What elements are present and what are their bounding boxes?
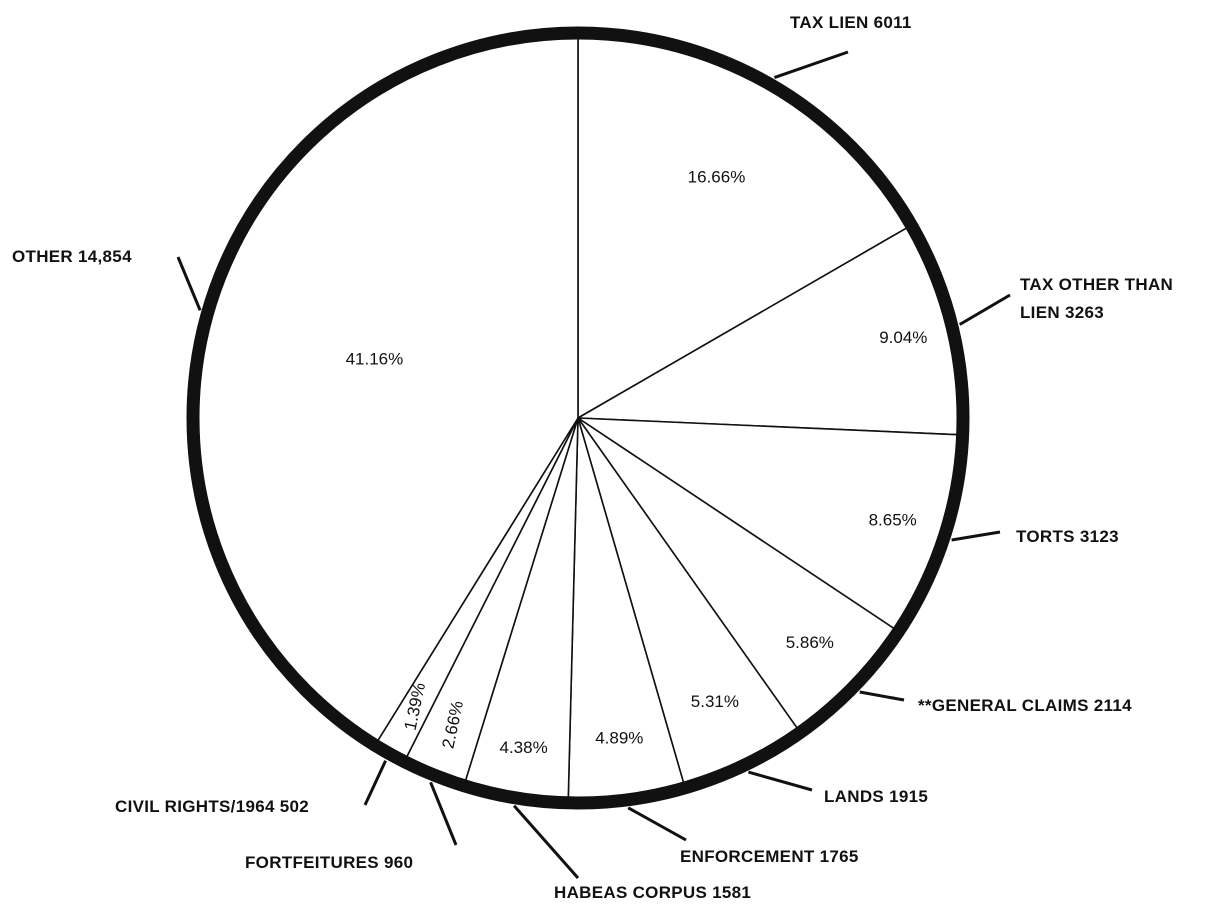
percent-label-enforcement: 4.89% <box>595 728 643 747</box>
slice-label-lands: LANDS 1915 <box>824 787 928 806</box>
leader-line-torts <box>951 530 1001 542</box>
slice-label-enforcement: ENFORCEMENT 1765 <box>680 847 859 866</box>
percent-labels: 16.66%9.04%8.65%5.86%5.31%4.89%4.38%2.66… <box>346 167 928 757</box>
slice-label-other: OTHER 14,854 <box>12 247 132 266</box>
percent-label-general-claims: 5.86% <box>786 633 834 652</box>
slice-label-habeas-corpus: HABEAS CORPUS 1581 <box>554 883 751 902</box>
slice-label-general-claims: **GENERAL CLAIMS 2114 <box>918 696 1132 715</box>
leader-line-enforcement <box>627 806 687 842</box>
leader-line-fortfeitures <box>429 781 458 846</box>
slice-label-torts: TORTS 3123 <box>1016 527 1119 546</box>
leader-line-civil-rights-1964 <box>363 760 387 806</box>
percent-label-tax-lien: 16.66% <box>688 167 746 186</box>
slice-label-tax-other-than-lien: TAX OTHER THAN LIEN 3263 <box>1020 275 1173 322</box>
percent-label-torts: 8.65% <box>869 510 917 529</box>
slice-label-civil-rights-1964: CIVIL RIGHTS/1964 502 <box>115 797 309 816</box>
slice-label-fortfeitures: FORTFEITURES 960 <box>245 853 413 872</box>
leader-line-other <box>176 256 202 311</box>
leader-line-tax-lien <box>773 50 849 80</box>
pie-outline <box>186 26 970 810</box>
percent-label-habeas-corpus: 4.38% <box>499 738 547 757</box>
percent-label-lands: 5.31% <box>691 692 739 711</box>
leader-line-tax-other-than-lien <box>958 293 1011 326</box>
percent-label-tax-other-than-lien: 9.04% <box>879 328 927 347</box>
pie-rim <box>186 26 970 810</box>
slice-labels: TAX LIEN 6011 TAX OTHER THAN LIEN 3263 TORT… <box>12 13 1173 902</box>
slice-label-tax-lien: TAX LIEN 6011 <box>790 13 912 32</box>
pie-wedges <box>192 32 964 804</box>
leader-line-lands <box>747 770 813 792</box>
leader-line-general-claims <box>859 690 905 702</box>
label-leaders <box>176 50 1011 879</box>
leader-line-habeas-corpus <box>512 804 580 879</box>
percent-label-other: 41.16% <box>346 349 404 368</box>
